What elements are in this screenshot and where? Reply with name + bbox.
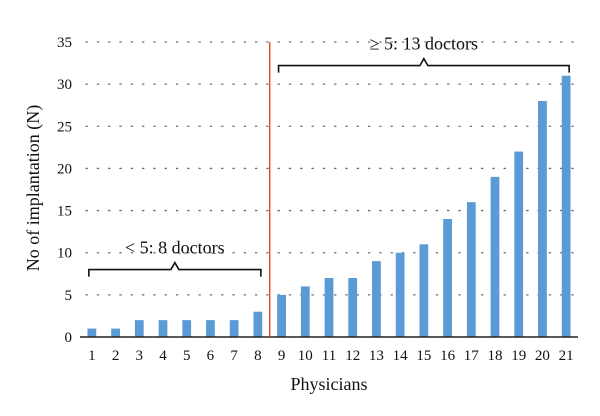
bar-8 — [253, 311, 263, 337]
y-tick-label-0: 0 — [65, 330, 73, 346]
x-tick-label-12: 12 — [345, 348, 360, 364]
brace-under-5 — [88, 260, 262, 277]
x-tick-label-7: 7 — [230, 348, 238, 364]
bar-21 — [561, 75, 571, 337]
bars — [87, 75, 571, 337]
y-axis-title: No of implantation (N) — [23, 105, 44, 271]
bar-3 — [134, 320, 144, 337]
bar-17 — [466, 202, 476, 337]
x-tick-label-3: 3 — [136, 348, 144, 364]
y-tick-label-5: 5 — [65, 288, 73, 304]
x-tick-label-1: 1 — [88, 348, 96, 364]
bar-13 — [372, 261, 381, 337]
x-tick-label-14: 14 — [393, 348, 409, 364]
x-tick-label-8: 8 — [254, 348, 262, 364]
x-tick-label-11: 11 — [322, 348, 336, 364]
bar-5 — [182, 320, 192, 337]
y-tick-label-25: 25 — [57, 119, 72, 135]
x-tick-label-13: 13 — [369, 348, 384, 364]
y-tick-label-10: 10 — [57, 246, 72, 262]
bar-15 — [419, 244, 429, 337]
x-tick-label-10: 10 — [298, 348, 313, 364]
y-tick-label-35: 35 — [57, 35, 72, 51]
x-tick-label-2: 2 — [112, 348, 120, 364]
brace-over-5 — [277, 56, 570, 73]
bar-20 — [538, 101, 547, 337]
bar-6 — [206, 320, 215, 337]
x-tick-label-19: 19 — [511, 348, 526, 364]
annotation-under-5: < 5: 8 doctors — [125, 238, 225, 258]
bar-10 — [300, 286, 310, 337]
x-axis-title: Physicians — [290, 374, 367, 394]
x-tick-label-15: 15 — [416, 348, 431, 364]
bar-14 — [395, 252, 405, 337]
annotations: < 5: 8 doctors ≥ 5: 13 doctors — [88, 34, 570, 337]
bar-2 — [111, 328, 120, 337]
x-tick-label-5: 5 — [183, 348, 191, 364]
bar-18 — [490, 176, 500, 337]
y-tick-label-15: 15 — [57, 204, 72, 220]
x-tick-label-21: 21 — [559, 348, 574, 364]
y-tick-label-30: 30 — [57, 77, 72, 93]
x-tick-label-18: 18 — [488, 348, 503, 364]
x-tick-label-4: 4 — [159, 348, 167, 364]
bar-9 — [277, 294, 286, 337]
y-tick-label-20: 20 — [57, 161, 72, 177]
bar-12 — [348, 278, 358, 337]
bar-1 — [87, 328, 97, 337]
bar-4 — [158, 320, 168, 337]
bar-19 — [514, 151, 524, 337]
bar-11 — [324, 278, 334, 337]
x-tick-label-16: 16 — [440, 348, 456, 364]
bar-7 — [229, 320, 239, 337]
x-tick-label-17: 17 — [464, 348, 480, 364]
annotation-over-5: ≥ 5: 13 doctors — [370, 34, 478, 54]
x-tick-label-20: 20 — [535, 348, 550, 364]
x-tick-label-6: 6 — [207, 348, 215, 364]
bar-16 — [443, 219, 452, 337]
x-tick-label-9: 9 — [278, 348, 286, 364]
